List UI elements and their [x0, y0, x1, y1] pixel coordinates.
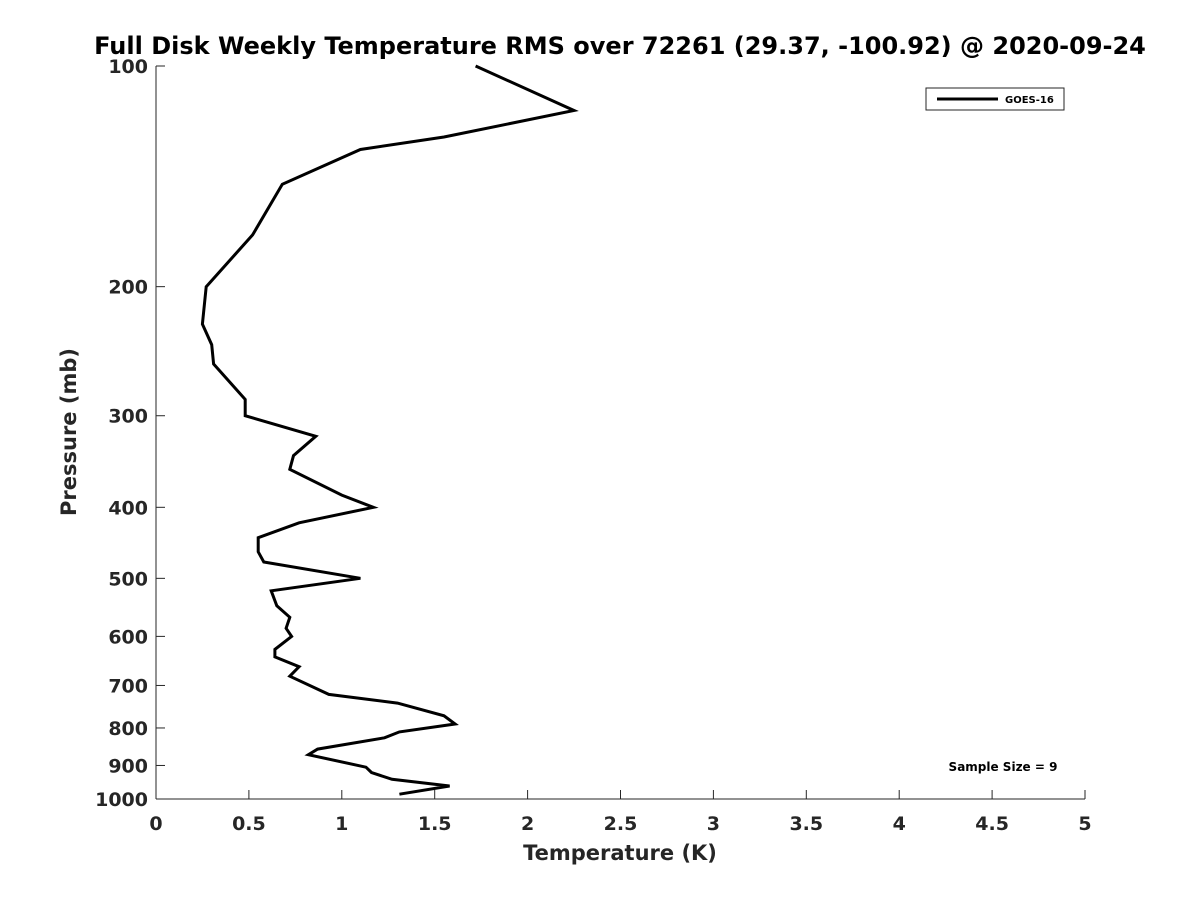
x-tick-label: 1	[335, 813, 348, 835]
x-tick-label: 4	[893, 813, 906, 835]
y-tick-label: 800	[108, 718, 148, 740]
x-tick-label: 3	[707, 813, 720, 835]
y-tick-label: 400	[108, 497, 148, 519]
y-tick-label: 200	[108, 277, 148, 299]
x-tick-label: 5	[1078, 813, 1091, 835]
y-tick-label: 900	[108, 755, 148, 777]
series-line-goes-16	[200, 64, 579, 796]
x-tick-label: 4.5	[975, 813, 1009, 835]
y-tick-label: 600	[108, 626, 148, 648]
plot-axes	[155, 66, 1085, 800]
y-tick-label: 500	[108, 568, 148, 590]
x-tick-label: 2	[521, 813, 534, 835]
plot-area	[156, 66, 1085, 799]
x-tick-label: 0.5	[232, 813, 266, 835]
legend-label-goes-16: GOES-16	[1005, 95, 1054, 106]
x-tick-label: 2.5	[604, 813, 638, 835]
y-axis-label: Pressure (mb)	[57, 348, 81, 516]
y-tick-label: 100	[108, 56, 148, 78]
sample-size-annotation: Sample Size = 9	[949, 760, 1058, 774]
y-axis-ticks: 100 200 300 400 500 600 700 800 900 1000	[95, 56, 165, 811]
x-tick-label: 1.5	[418, 813, 452, 835]
y-tick-label: 1000	[95, 789, 148, 811]
series-layer	[200, 64, 579, 796]
x-tick-label: 3.5	[789, 813, 823, 835]
x-axis-label: Temperature (K)	[523, 841, 717, 865]
x-axis-ticks: 0 0.5 1 1.5 2 2.5 3 3.5 4 4.5 5	[149, 790, 1092, 835]
chart-title: Full Disk Weekly Temperature RMS over 72…	[94, 32, 1146, 60]
y-tick-label: 300	[108, 406, 148, 428]
y-tick-label: 700	[108, 675, 148, 697]
x-tick-label: 0	[149, 813, 162, 835]
legend: GOES-16	[925, 87, 1065, 111]
